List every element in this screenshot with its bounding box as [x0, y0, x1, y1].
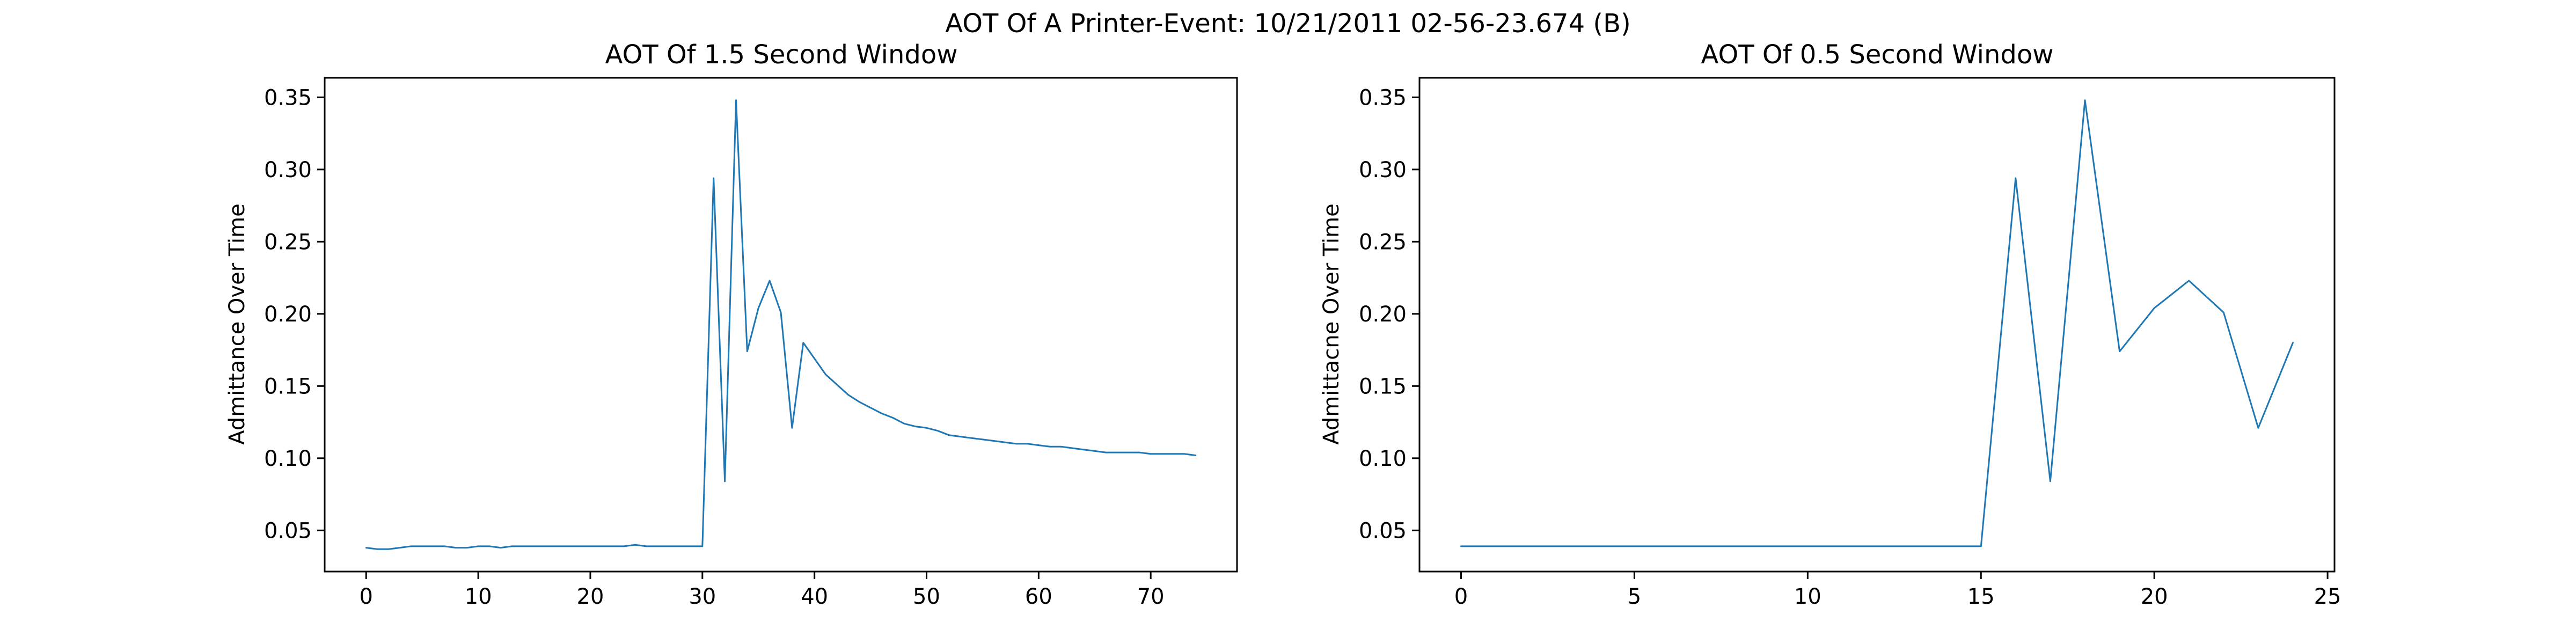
left-chart-title: AOT Of 1.5 Second Window [605, 40, 957, 70]
figure-suptitle: AOT Of A Printer-Event: 10/21/2011 02-56… [945, 9, 1631, 39]
right-chart-xtick-label: 10 [1794, 584, 1821, 609]
left-chart-ticks: 0 10 20 30 40 50 60 70 0.05 0.10 0.15 0.20 0.25 0.30 0… [264, 85, 1165, 609]
right-chart-xtick-label: 0 [1454, 584, 1468, 609]
left-chart-ytick-label: 0.30 [264, 158, 312, 182]
left-chart-xtick-label: 60 [1025, 584, 1052, 609]
right-chart-xtick-label: 5 [1628, 584, 1641, 609]
left-chart-ylabel: Admittance Over Time [225, 203, 250, 445]
right-chart-xtick-label: 20 [2141, 584, 2168, 609]
left-chart-ytick-label: 0.05 [264, 518, 312, 543]
right-chart-ytick-label: 0.25 [1359, 230, 1407, 254]
left-chart-frame [324, 77, 1238, 573]
left-chart-series-line [365, 99, 1197, 550]
right-chart-ylabel: Admittacne Over Time [1319, 203, 1344, 445]
left-chart-xtick-label: 0 [360, 584, 373, 609]
left-chart-ytick-label: 0.35 [264, 85, 312, 110]
right-chart-ytick-label: 0.15 [1359, 374, 1407, 399]
left-chart: AOT Of 1.5 Second Window Admittance Over… [225, 40, 1238, 609]
left-chart-xtick-label: 70 [1137, 584, 1165, 609]
right-chart-xtick-label: 15 [1967, 584, 1995, 609]
left-chart-xtick-label: 10 [465, 584, 492, 609]
left-chart-ytick-label: 0.20 [264, 302, 312, 327]
left-chart-xtick-label: 50 [913, 584, 940, 609]
right-chart-xtick-label: 25 [2314, 584, 2341, 609]
left-chart-ytick-label: 0.10 [264, 447, 312, 471]
right-chart-ticks: 0 5 10 15 20 25 0.05 0.10 0.15 0.20 0.25 0.30 0.35 [1359, 85, 2341, 609]
right-chart-ytick-label: 0.35 [1359, 85, 1407, 110]
left-chart-xtick-label: 20 [577, 584, 604, 609]
right-chart-series-line [1460, 99, 2294, 547]
left-chart-ytick-label: 0.25 [264, 230, 312, 254]
left-chart-xtick-label: 40 [801, 584, 828, 609]
right-chart-ytick-label: 0.05 [1359, 518, 1407, 543]
left-chart-ytick-label: 0.15 [264, 374, 312, 399]
left-chart-xtick-label: 30 [689, 584, 716, 609]
right-chart-ytick-label: 0.10 [1359, 447, 1407, 471]
right-chart-frame [1418, 77, 2336, 573]
right-chart-title: AOT Of 0.5 Second Window [1701, 40, 2053, 70]
right-chart: AOT Of 0.5 Second Window Admittacne Over… [1319, 40, 2341, 609]
right-chart-ytick-label: 0.30 [1359, 158, 1407, 182]
right-chart-ytick-label: 0.20 [1359, 302, 1407, 327]
